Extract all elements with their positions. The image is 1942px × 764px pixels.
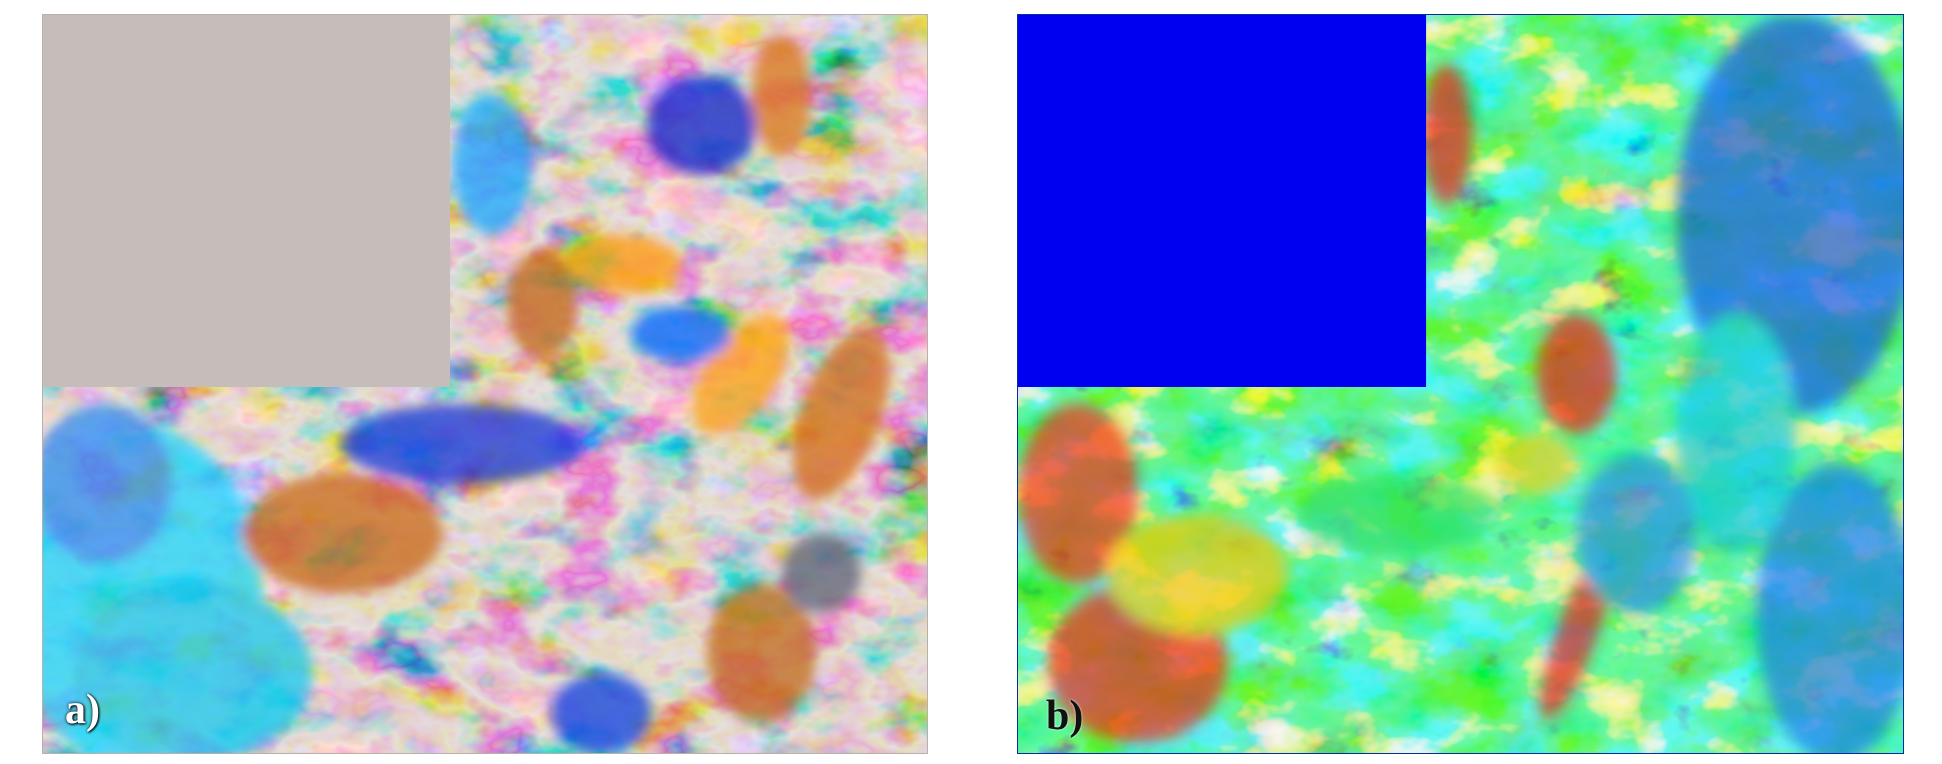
panel-a-label: a)	[65, 687, 100, 733]
panel-b-image	[1018, 15, 1903, 753]
masked-region	[1018, 15, 1427, 387]
panel-b-features	[1018, 15, 1903, 753]
panel-a-features	[43, 34, 890, 753]
masked-region	[43, 15, 451, 387]
panel-b-label: b)	[1046, 693, 1084, 739]
seismic-attribute-panel-a: a)	[42, 14, 928, 754]
panel-a-image	[43, 15, 927, 753]
seismic-attribute-panel-b: b)	[1017, 14, 1904, 754]
